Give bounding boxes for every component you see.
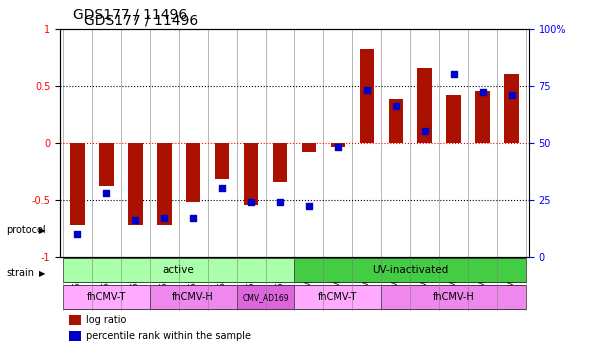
Text: GDS177 / 11496: GDS177 / 11496 (73, 7, 188, 21)
Bar (186, 142, 201, 202)
Text: fhCMV-T: fhCMV-T (318, 292, 358, 302)
Text: strain: strain (6, 268, 34, 278)
FancyBboxPatch shape (294, 285, 381, 309)
Bar (244, 142, 258, 205)
FancyBboxPatch shape (63, 258, 294, 282)
Bar (302, 142, 316, 152)
Bar (388, 99, 403, 142)
Bar (359, 49, 374, 142)
Text: fhCMV-H: fhCMV-H (172, 292, 214, 302)
Bar (475, 91, 490, 142)
FancyBboxPatch shape (150, 285, 237, 309)
Point (102, 190, 111, 196)
Text: ▶: ▶ (39, 226, 46, 235)
Text: log ratio: log ratio (86, 315, 126, 325)
Text: UV-inactivated: UV-inactivated (372, 265, 448, 275)
Text: fhCMV-T: fhCMV-T (87, 292, 126, 302)
Point (304, 203, 314, 209)
Bar (157, 142, 171, 225)
Text: GDS177 / 11496: GDS177 / 11496 (84, 14, 198, 27)
Bar (70, 332, 81, 341)
FancyBboxPatch shape (237, 285, 294, 309)
FancyBboxPatch shape (63, 285, 150, 309)
Text: CMV_AD169: CMV_AD169 (242, 293, 289, 302)
Bar (70, 142, 85, 225)
Bar (99, 142, 114, 186)
Bar (215, 142, 230, 179)
Text: percentile rank within the sample: percentile rank within the sample (86, 331, 251, 341)
Text: active: active (163, 265, 195, 275)
FancyBboxPatch shape (294, 258, 526, 282)
Text: fhCMV-H: fhCMV-H (433, 292, 475, 302)
Text: protocol: protocol (6, 225, 46, 235)
Point (362, 87, 371, 93)
Bar (128, 142, 142, 225)
Bar (418, 69, 432, 142)
Point (507, 92, 516, 97)
Point (391, 103, 401, 109)
Bar (331, 142, 345, 147)
Bar (504, 74, 519, 142)
Text: ▶: ▶ (39, 268, 46, 278)
Point (130, 217, 140, 223)
FancyBboxPatch shape (381, 285, 526, 309)
Bar (447, 95, 461, 142)
Point (73, 231, 82, 237)
Point (449, 71, 459, 77)
Point (188, 215, 198, 221)
Point (246, 199, 256, 205)
Bar (273, 142, 287, 182)
Point (218, 185, 227, 191)
Point (478, 90, 487, 95)
Point (333, 144, 343, 150)
Bar (70, 316, 81, 325)
Point (420, 128, 430, 134)
Point (275, 199, 285, 205)
Point (159, 215, 169, 221)
